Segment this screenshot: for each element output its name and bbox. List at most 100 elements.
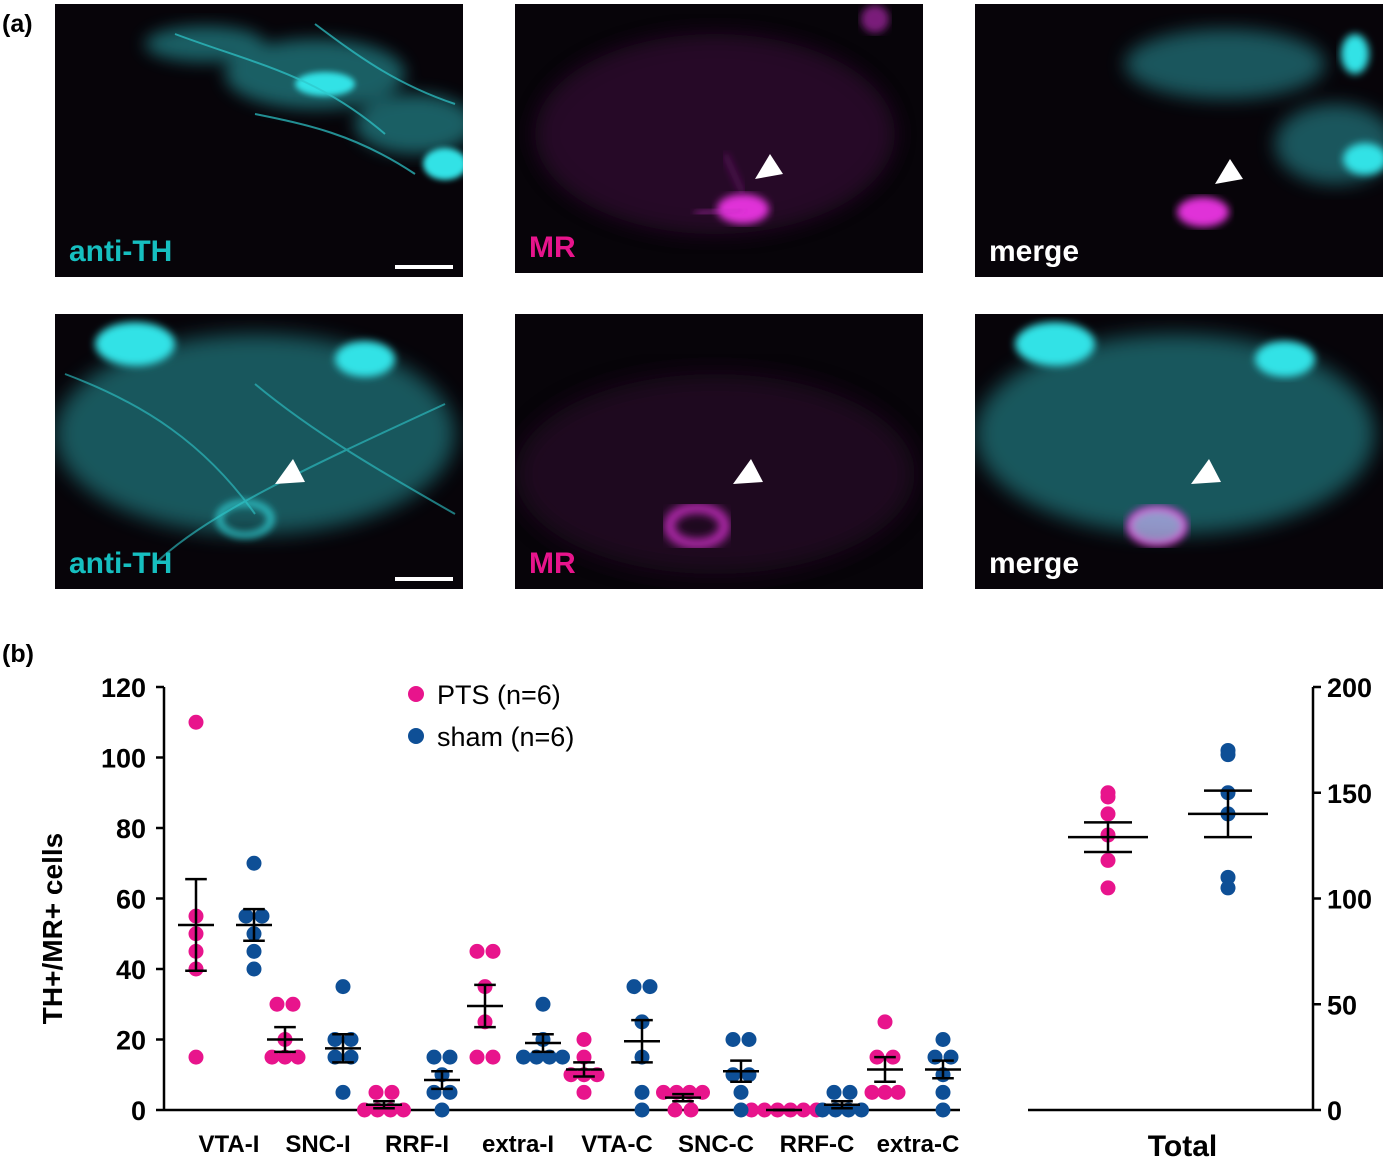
pts-point — [683, 1102, 699, 1118]
pts-point — [396, 1102, 411, 1118]
sham-point — [535, 996, 551, 1012]
y-axis-label: TH+/MR+ cells — [37, 833, 68, 1024]
category-label: VTA-C — [581, 1131, 653, 1158]
pts-point — [384, 1084, 400, 1100]
sham-point — [426, 1084, 442, 1100]
sham-point — [634, 1084, 650, 1100]
mr-label-bottom: MR — [529, 547, 576, 580]
category-label: RRF-I — [385, 1131, 449, 1158]
pts-point — [864, 1084, 880, 1100]
pts-total-point — [1100, 852, 1116, 868]
sham-point — [943, 1049, 959, 1065]
mr-label-top: MR — [529, 231, 576, 264]
pts-point — [563, 1067, 579, 1083]
sham-point — [642, 979, 658, 995]
right-tick-label: 150 — [1327, 779, 1372, 809]
merge-label-top: merge — [989, 235, 1080, 268]
pts-point — [682, 1084, 697, 1100]
scale-bar-top — [395, 265, 453, 269]
pts-point — [656, 1084, 671, 1100]
pts-point — [669, 1084, 684, 1100]
left-tick-label: 100 — [101, 744, 146, 774]
pts-point — [469, 943, 485, 959]
pts-point — [383, 1102, 398, 1118]
mr-signal-bottom — [515, 374, 915, 574]
merge-signal-top — [1125, 29, 1383, 227]
micrograph-merge-bottom: merge — [975, 314, 1383, 589]
pts-point — [695, 1084, 710, 1100]
sham-point — [529, 1049, 544, 1065]
pts-point — [188, 1049, 204, 1065]
pts-point — [264, 1049, 280, 1065]
sham-point — [254, 908, 270, 924]
left-tick-label: 80 — [116, 814, 146, 844]
category-label: extra-C — [877, 1131, 960, 1158]
panel-b-label: (b) — [2, 640, 34, 668]
sham-point — [841, 1102, 856, 1118]
legend-marker — [408, 728, 424, 744]
sham-point — [725, 1032, 741, 1047]
category-label: VTA-I — [199, 1131, 260, 1158]
pts-point — [485, 943, 501, 959]
legend-label: sham (n=6) — [437, 722, 574, 752]
sham-point — [442, 1049, 458, 1065]
left-tick-label: 0 — [131, 1096, 146, 1126]
pts-point — [576, 1049, 592, 1065]
pts-point — [744, 1102, 759, 1118]
sham-point — [238, 908, 254, 924]
micrograph-th-top: anti-TH — [55, 4, 463, 277]
sham-total-point — [1220, 880, 1236, 896]
sham-point — [246, 943, 262, 959]
pts-point — [285, 996, 301, 1012]
sham-point — [935, 1102, 951, 1118]
pts-point — [576, 1032, 592, 1047]
pts-total-point — [1100, 789, 1116, 805]
th-label-top: anti-TH — [69, 235, 173, 268]
sham-point — [442, 1084, 458, 1100]
arrowhead-icon — [1191, 459, 1221, 484]
right-tick-label: 100 — [1327, 885, 1372, 915]
sham-total-point — [1220, 747, 1236, 763]
merge-label-bottom: merge — [989, 547, 1080, 580]
scale-bar-bottom — [395, 577, 453, 581]
sham-point — [335, 1084, 351, 1100]
pts-point — [370, 1102, 385, 1118]
pts-point — [485, 1049, 501, 1065]
right-tick-label: 200 — [1327, 673, 1372, 703]
pts-point — [589, 1067, 605, 1083]
arrowhead-icon — [1215, 159, 1243, 184]
sham-point — [741, 1067, 757, 1083]
pts-total-point — [1100, 806, 1116, 822]
sham-point — [935, 1032, 951, 1047]
panel-a-label: (a) — [2, 10, 33, 38]
pts-point — [757, 1102, 772, 1118]
sham-point — [828, 1102, 843, 1118]
sham-point — [327, 1032, 343, 1047]
category-label: RRF-C — [780, 1131, 855, 1158]
sham-point — [516, 1049, 531, 1065]
pts-point — [357, 1102, 372, 1118]
sham-total-point — [1220, 869, 1236, 885]
right-tick-label: 50 — [1327, 990, 1357, 1020]
right-tick-label: 0 — [1327, 1096, 1342, 1126]
sham-point — [426, 1049, 442, 1065]
sham-point — [634, 1102, 650, 1118]
sham-point — [725, 1067, 741, 1083]
pts-point — [269, 996, 285, 1012]
category-label: SNC-C — [678, 1131, 754, 1158]
sham-point — [335, 979, 351, 995]
left-tick-label: 40 — [116, 955, 146, 985]
pts-point — [877, 1014, 893, 1030]
total-label: Total — [1148, 1130, 1217, 1163]
sham-point — [343, 1049, 359, 1065]
th-signal-top — [145, 23, 463, 180]
micrograph-mr-top: MR — [515, 4, 923, 273]
legend-marker — [408, 686, 424, 702]
left-tick-label: 60 — [116, 885, 146, 915]
left-tick-label: 20 — [116, 1026, 146, 1056]
sham-point — [935, 1084, 951, 1100]
arrowhead-icon — [755, 154, 783, 179]
mr-signal-top — [535, 5, 895, 234]
pts-point — [877, 1084, 893, 1100]
arrowhead-icon — [275, 459, 305, 484]
